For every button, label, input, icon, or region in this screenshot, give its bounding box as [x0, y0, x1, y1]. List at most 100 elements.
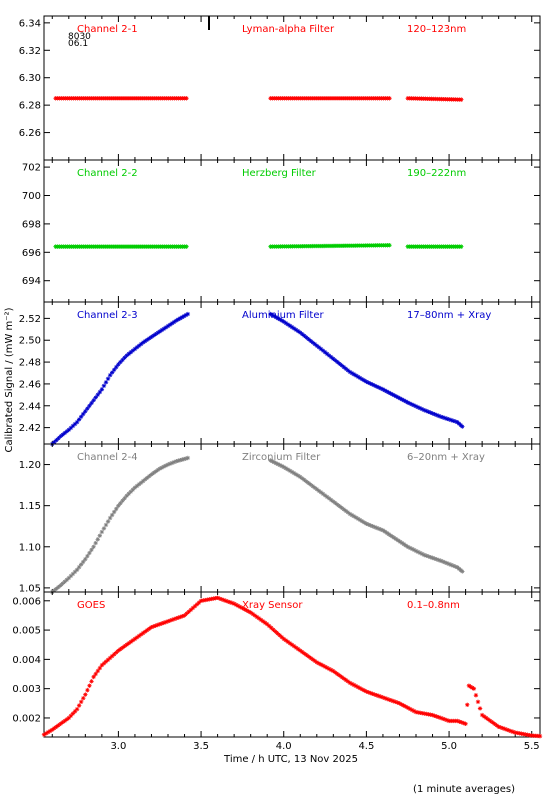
data-point: [56, 436, 61, 441]
data-point: [386, 390, 391, 395]
data-point: [62, 430, 67, 436]
data-point: [248, 610, 253, 615]
data-point: [155, 467, 160, 473]
data-point: [296, 473, 301, 478]
data-point: [335, 359, 340, 365]
data-point: [151, 470, 156, 476]
y-tick-label: 2.50: [19, 336, 41, 347]
data-point: [475, 699, 481, 705]
data-point: [132, 346, 138, 352]
data-point: [434, 412, 439, 418]
data-point: [358, 375, 363, 381]
data-point: [252, 613, 257, 618]
data-point: [236, 603, 241, 609]
data-point: [43, 731, 49, 736]
panels: 6.26 6.28 6.30 6.32 6.34 Channel 2-1 Lyman-alp…: [12, 15, 543, 752]
data-point: [122, 643, 127, 649]
y-tick-label: 0.004: [12, 655, 41, 666]
y-tick-label: 698: [22, 219, 41, 230]
data-point: [293, 472, 299, 477]
data-point: [285, 322, 291, 327]
data-point: [403, 399, 409, 404]
data-point: [358, 686, 363, 691]
data-point: [298, 648, 303, 653]
data-point: [380, 528, 386, 533]
data-point: [318, 662, 324, 667]
data-point: [103, 659, 109, 664]
data-point: [184, 611, 189, 616]
data-point: [329, 497, 334, 503]
data-point: [178, 614, 183, 620]
data-point: [157, 622, 162, 627]
panel-label-filter: Lyman-alpha Filter: [242, 24, 335, 35]
data-point: [430, 555, 435, 561]
data-point: [79, 414, 84, 419]
data-point: [308, 482, 313, 487]
data-point: [508, 728, 514, 734]
data-point: [312, 658, 317, 664]
data-point: [417, 550, 423, 556]
data-point: [337, 503, 342, 509]
data-point: [258, 617, 264, 623]
data-point: [54, 724, 59, 729]
data-point: [339, 505, 344, 510]
data-point: [95, 537, 100, 542]
data-point: [72, 709, 78, 714]
data-point: [196, 600, 202, 605]
y-tick-label: 6.32: [19, 46, 41, 57]
data-point: [362, 520, 367, 525]
y-tick-label: 6.30: [19, 73, 41, 84]
data-point: [466, 683, 472, 688]
data-point: [103, 522, 109, 528]
data-point: [456, 421, 462, 426]
data-point: [172, 616, 177, 622]
data-point: [335, 502, 340, 507]
data-point: [444, 561, 450, 566]
data-point: [192, 604, 198, 609]
data-point: [159, 327, 164, 333]
data-point: [374, 693, 379, 698]
data-point: [277, 633, 282, 638]
y-tick-label: 2.52: [19, 314, 41, 325]
data-point: [283, 638, 288, 643]
data-point: [368, 690, 373, 696]
data-point: [138, 632, 144, 637]
data-point: [453, 564, 458, 569]
data-point: [74, 567, 80, 572]
data-point: [387, 243, 392, 248]
data-point: [89, 547, 94, 553]
data-point: [392, 535, 397, 541]
data-point: [349, 681, 355, 687]
data-point: [395, 538, 401, 543]
data-point: [215, 595, 220, 601]
data-point: [436, 557, 441, 563]
data-point: [341, 676, 346, 681]
data-point: [147, 336, 152, 341]
data-point: [329, 354, 334, 360]
panel-5: 0.002 0.003 0.004 0.005 0.006 GOES Xray Sensor…: [12, 591, 543, 752]
data-point: [107, 515, 113, 521]
data-point: [376, 693, 381, 699]
data-point: [390, 534, 395, 539]
data-point: [229, 600, 235, 606]
data-point: [175, 458, 181, 463]
data-point: [465, 702, 470, 707]
data-point: [320, 348, 326, 353]
data-point: [136, 343, 142, 348]
data-point: [460, 424, 465, 429]
data-point: [401, 542, 407, 547]
data-point: [376, 526, 381, 531]
data-point: [426, 409, 431, 414]
data-point: [172, 319, 177, 325]
data-point: [128, 350, 133, 355]
data-point: [114, 506, 119, 511]
data-point: [399, 702, 404, 707]
data-point: [99, 529, 105, 535]
data-point: [132, 636, 138, 642]
data-point: [378, 527, 384, 532]
data-point: [345, 368, 350, 373]
panel-4: 1.05 1.10 1.15 1.20 Channel 2-4 Zirconium Fil…: [19, 443, 541, 594]
data-point: [281, 636, 286, 642]
data-point: [265, 622, 270, 627]
data-point: [126, 351, 131, 357]
